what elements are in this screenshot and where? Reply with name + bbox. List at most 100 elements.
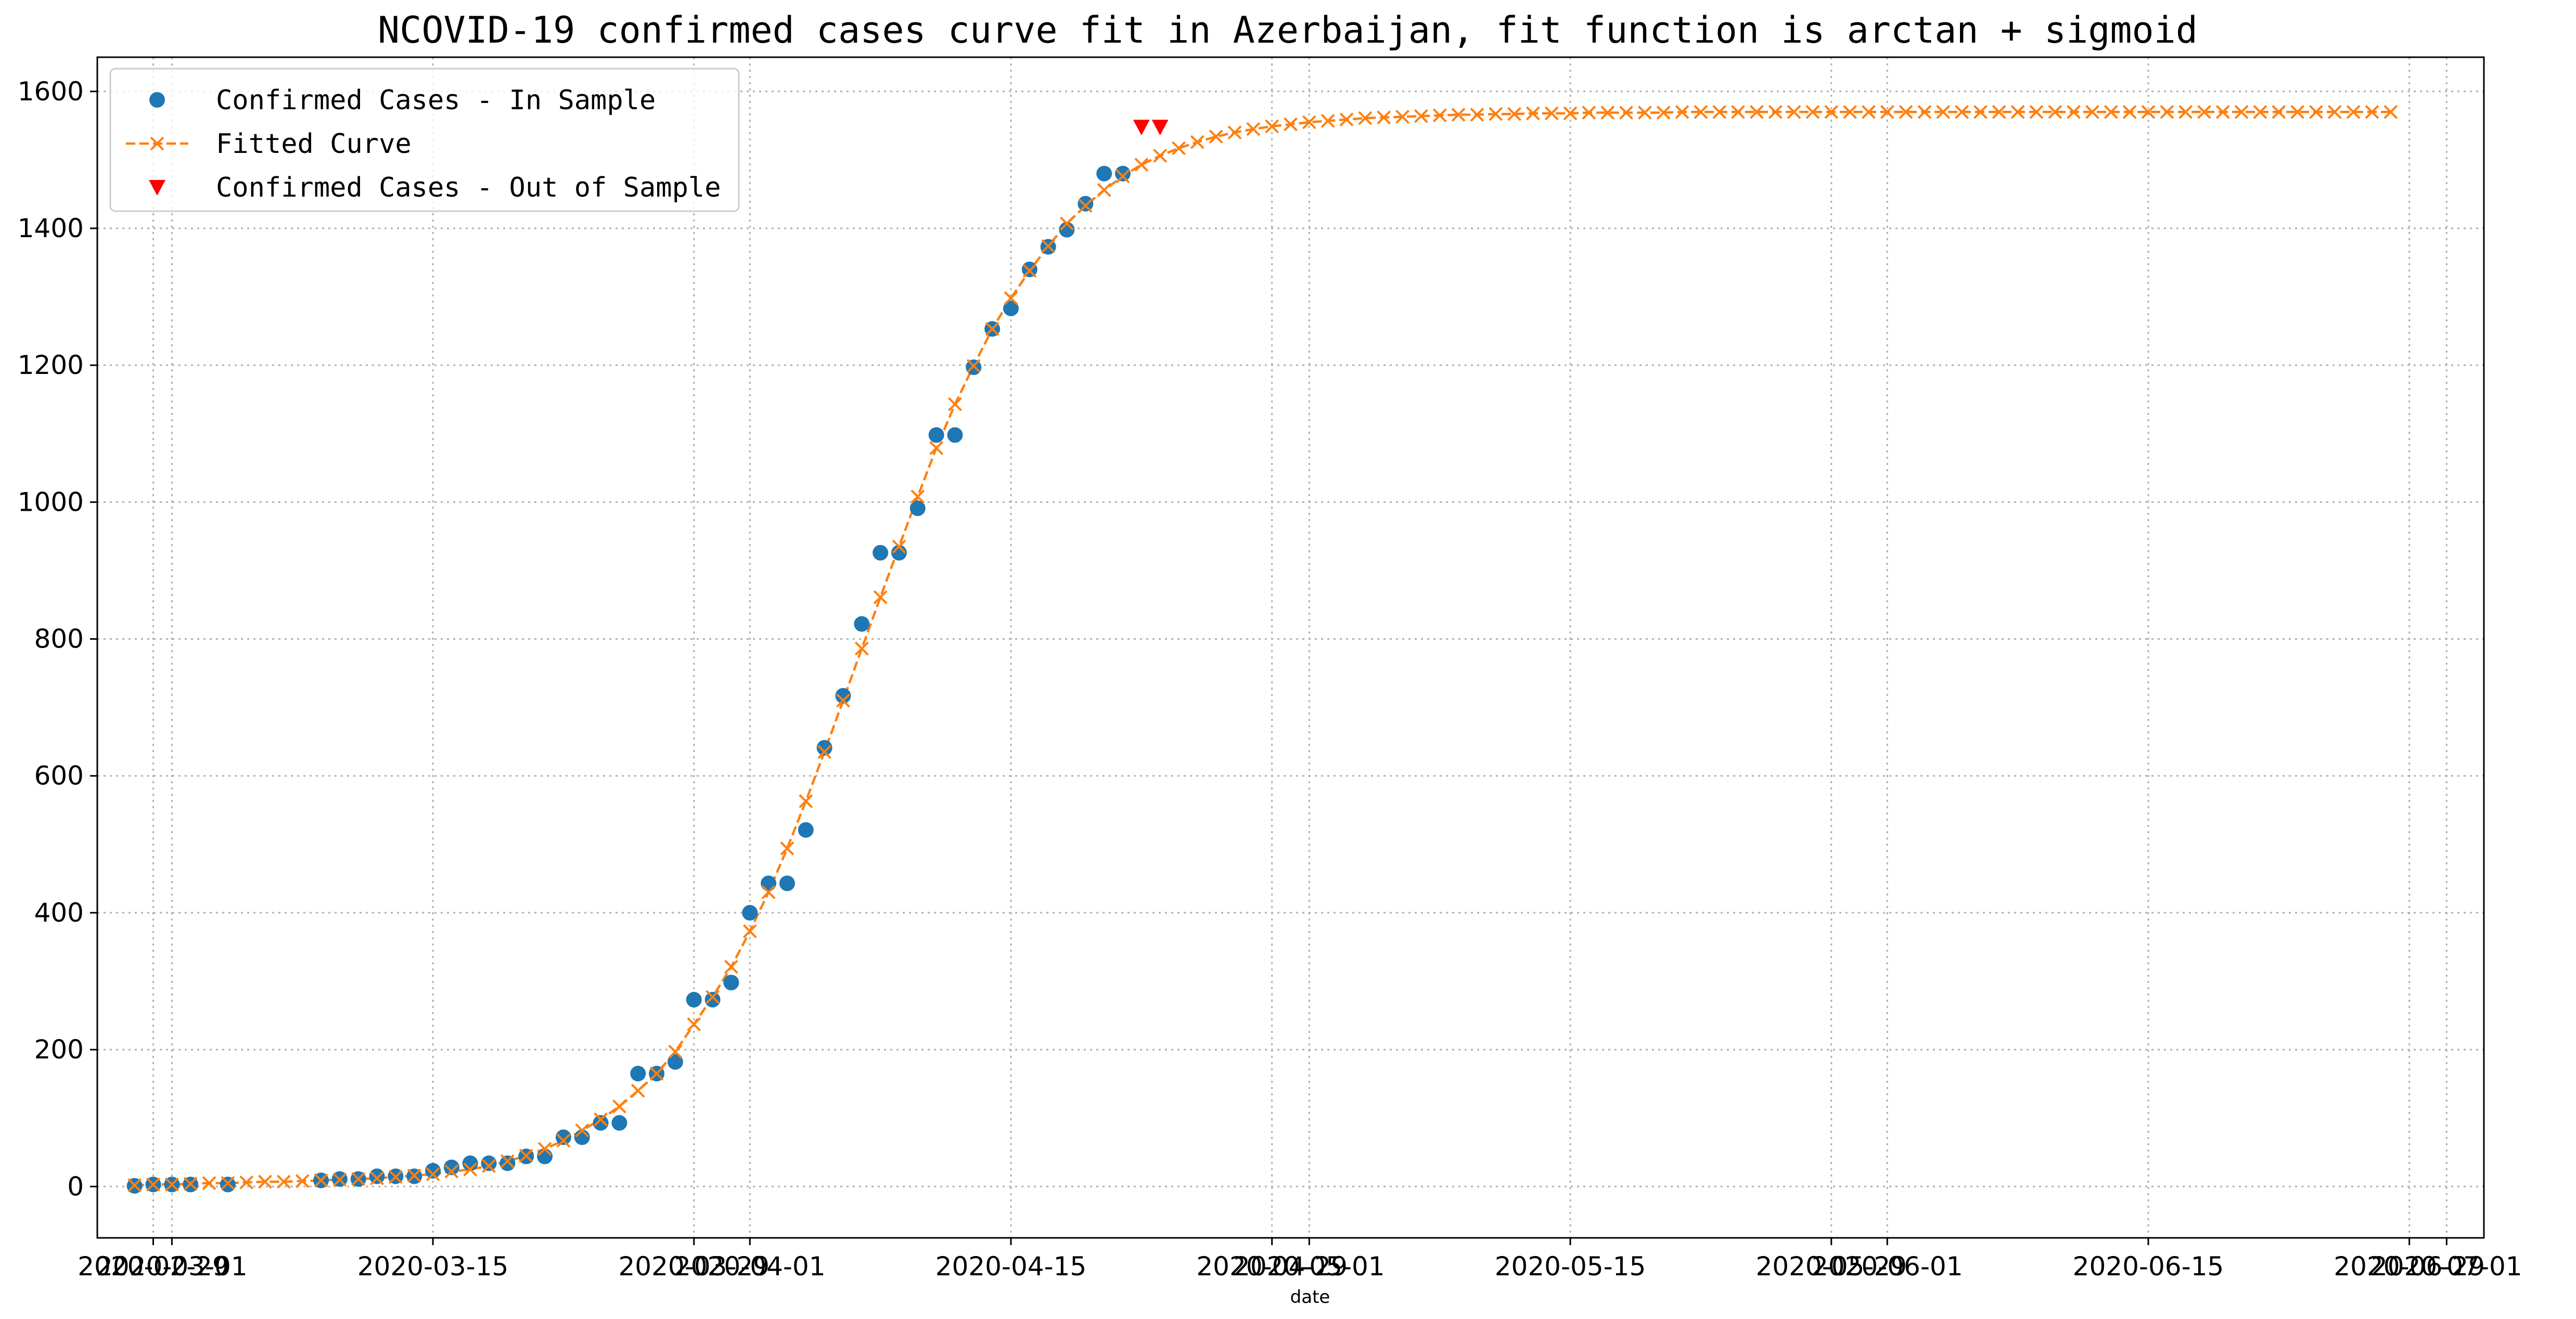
data-point [575, 1123, 589, 1137]
data-point [2327, 105, 2342, 119]
x-tick-label: 2020-03-29 [618, 1251, 770, 1282]
x-tick-label: 2020-07-01 [2371, 1251, 2522, 1282]
data-point [164, 1177, 179, 1192]
data-point [443, 1159, 459, 1175]
data-point [668, 1044, 683, 1059]
data-point [1078, 196, 1094, 212]
data-point [1656, 106, 1671, 120]
data-point [2010, 105, 2025, 119]
grid [97, 57, 2484, 1238]
data-point [1489, 107, 1503, 121]
data-point [2365, 105, 2379, 119]
legend-entry: Confirmed Cases - Out of Sample [216, 172, 721, 203]
series-1 [127, 105, 2398, 1193]
data-point [370, 1171, 384, 1185]
data-point [2048, 105, 2062, 119]
x-tick-label: 2020-05-15 [1495, 1251, 1646, 1282]
series-layer [126, 105, 2398, 1194]
data-point [1992, 105, 2006, 119]
data-point [537, 1148, 553, 1165]
data-point [556, 1133, 571, 1148]
data-point [2178, 105, 2193, 119]
data-point [1339, 112, 1354, 127]
data-point [854, 641, 869, 656]
data-point [2253, 105, 2267, 119]
data-point [929, 441, 944, 455]
data-point [1116, 169, 1130, 184]
data-point [500, 1154, 515, 1169]
data-point [1097, 183, 1111, 197]
data-point [462, 1155, 478, 1171]
data-point [2160, 105, 2174, 119]
data-point [1151, 120, 1169, 136]
data-point [2197, 105, 2211, 119]
data-point [1955, 105, 1969, 119]
data-point [1004, 291, 1018, 305]
data-point [1749, 105, 1764, 119]
data-point [2085, 105, 2099, 119]
data-point [873, 590, 888, 604]
legend-marker [149, 92, 165, 108]
legend-marker [150, 136, 164, 151]
legend: Confirmed Cases - In Sample Fitted Curve C… [109, 68, 740, 212]
plot-frame [96, 56, 2485, 1239]
data-point [1917, 105, 1932, 119]
x-tick-label: 2020-05-29 [1755, 1251, 1907, 1282]
data-point [2104, 105, 2118, 119]
series-0 [126, 165, 1131, 1194]
x-tick-label: 2020-03-01 [96, 1251, 248, 1282]
legend-box [109, 68, 740, 212]
x-tick-label: 2020-06-01 [1812, 1251, 1963, 1282]
data-point [817, 745, 832, 759]
data-point [928, 427, 944, 443]
data-point [816, 740, 832, 756]
x-tick-label: 2020-04-29 [1196, 1251, 1348, 1282]
data-point [1265, 119, 1279, 134]
data-point [594, 1112, 608, 1127]
data-point [519, 1148, 533, 1163]
data-point [1675, 105, 1689, 119]
data-point [1114, 165, 1131, 182]
data-point [202, 1176, 216, 1191]
data-point [1133, 120, 1150, 136]
data-point [314, 1173, 328, 1187]
data-point [1507, 107, 1521, 121]
data-point [1787, 105, 1801, 119]
data-point [1060, 216, 1074, 231]
data-point [1227, 125, 1242, 140]
data-point [593, 1115, 609, 1131]
data-point [1600, 106, 1615, 120]
data-point [499, 1155, 516, 1171]
data-point [1134, 158, 1149, 172]
data-point [612, 1099, 626, 1114]
data-point [463, 1162, 478, 1176]
data-point [1078, 199, 1093, 213]
data-point [1395, 110, 1409, 124]
data-point [1414, 109, 1428, 123]
data-point [2383, 105, 2398, 119]
x-tick-label: 2020-04-01 [674, 1251, 826, 1282]
x-tick-label: 2020-03-15 [357, 1251, 509, 1282]
data-point [1936, 105, 1951, 119]
legend-entry: Fitted Curve [216, 128, 412, 160]
data-point [555, 1129, 571, 1145]
data-point [948, 397, 962, 411]
data-point [706, 990, 720, 1004]
data-point [742, 904, 758, 921]
data-point [742, 924, 757, 938]
data-point [2067, 105, 2081, 119]
data-point [444, 1164, 459, 1179]
data-point [258, 1174, 272, 1189]
data-point [630, 1066, 646, 1082]
y-axis-ticks: 0 200 400 600 800 1000 1200 1400 1600 [18, 76, 97, 1201]
data-point [1563, 106, 1578, 121]
data-point [426, 1167, 440, 1182]
data-point [1190, 135, 1204, 149]
y-tick-label: 1400 [18, 213, 84, 243]
data-point [799, 794, 813, 808]
data-point [1880, 105, 1894, 119]
data-point [873, 545, 889, 561]
data-point [966, 359, 981, 373]
data-point [1096, 165, 1112, 182]
data-point [1805, 105, 1820, 119]
